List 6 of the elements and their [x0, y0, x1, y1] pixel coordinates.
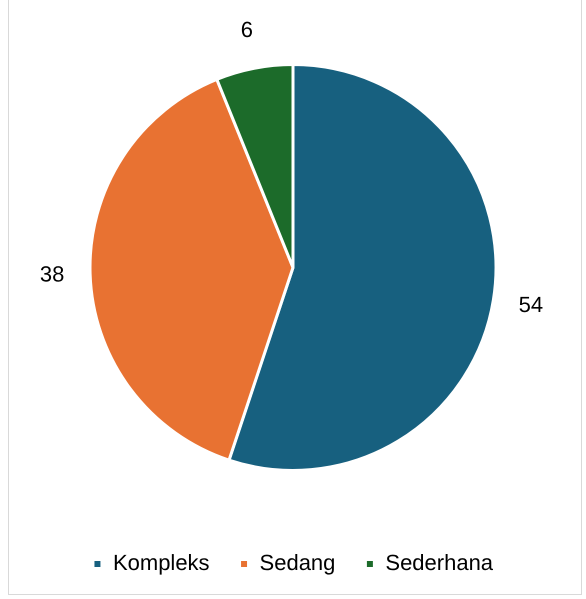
data-label: 6: [240, 17, 254, 42]
data-label: 38: [40, 261, 64, 286]
legend-label: Kompleks: [112, 550, 210, 576]
legend-label: Sedang: [260, 550, 336, 576]
data-label: 54: [518, 292, 544, 318]
legend-label: Sederhana: [385, 550, 494, 576]
